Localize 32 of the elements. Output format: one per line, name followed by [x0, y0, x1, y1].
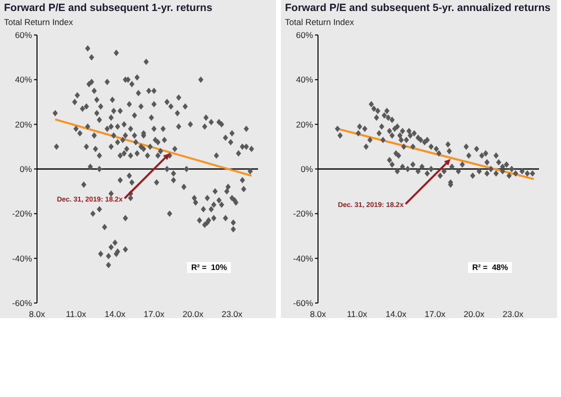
y-tick-label: -20% — [293, 208, 314, 219]
y-tick-label: 40% — [296, 74, 314, 85]
annotation: R² = 48% — [468, 262, 512, 273]
annotation: R² = 10% — [187, 262, 231, 273]
x-tick-label: 8.0x — [310, 309, 327, 320]
x-tick-label: 11.0x — [346, 309, 368, 320]
x-tick-label: 17.0x — [144, 309, 166, 320]
y-tick-label: 0% — [300, 164, 314, 174]
x-tick-label: 23.0x — [502, 309, 524, 320]
chart-title: Forward P/E and subsequent 1-yr. returns — [4, 2, 212, 14]
y-tick-label: -60% — [293, 298, 314, 308]
chart-subtitle: Total Return Index — [4, 17, 73, 27]
x-tick-label: 14.0x — [386, 309, 408, 320]
y-tick-label: 60% — [296, 30, 314, 40]
x-tick-label: 17.0x — [424, 309, 446, 320]
x-tick-label: 20.0x — [182, 309, 204, 320]
x-tick-label: 20.0x — [464, 309, 486, 320]
chart-title: Forward P/E and subsequent 5-yr. annualized returns — [285, 2, 550, 14]
y-tick-label: -40% — [293, 253, 314, 264]
y-tick-label: -20% — [12, 208, 32, 219]
y-tick-label: -60% — [12, 298, 32, 308]
y-tick-label: 20% — [14, 119, 32, 130]
y-tick-label: -40% — [12, 253, 32, 264]
y-tick-label: 60% — [14, 30, 32, 40]
x-tick-label: 11.0x — [66, 309, 87, 320]
chart-subtitle: Total Return Index — [285, 17, 354, 27]
y-tick-label: 0% — [20, 164, 32, 174]
y-tick-label: 20% — [296, 119, 314, 130]
x-tick-label: 23.0x — [222, 309, 244, 320]
x-tick-label: 8.0x — [28, 309, 46, 320]
y-tick-label: 40% — [14, 74, 32, 85]
x-tick-label: 14.0x — [104, 309, 126, 320]
